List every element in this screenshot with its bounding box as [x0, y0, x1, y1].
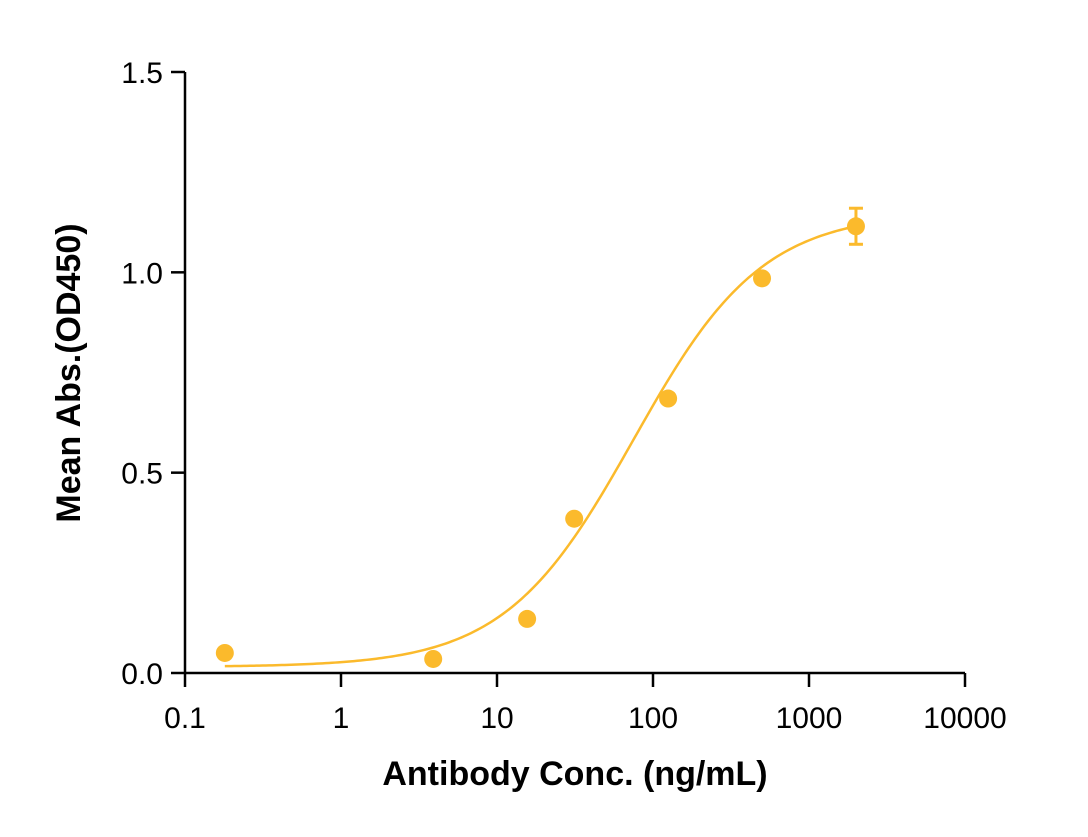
x-tick-label: 1000 — [776, 702, 843, 735]
x-tick-label: 10 — [480, 702, 513, 735]
x-ticks: 0.1 1 10 100 1000 10000 — [164, 673, 1007, 735]
data-points-layer — [215, 206, 865, 668]
data-point — [424, 649, 443, 668]
fit-curve — [224, 225, 857, 668]
y-tick-label: 0.0 — [121, 658, 163, 691]
data-point — [215, 643, 234, 662]
x-tick-label: 0.1 — [164, 702, 206, 735]
y-tick-label: 1.5 — [121, 57, 163, 90]
data-point — [518, 609, 537, 628]
y-tick-label: 0.5 — [121, 458, 163, 491]
data-point — [565, 509, 584, 528]
x-tick-label: 10000 — [923, 702, 1006, 735]
fit-curve-layer — [224, 225, 857, 668]
y-axis-title: Mean Abs.(OD450) — [50, 223, 88, 522]
x-tick-label: 100 — [628, 702, 678, 735]
data-point — [753, 269, 772, 288]
axes — [183, 72, 965, 675]
data-point — [846, 217, 865, 236]
data-point — [659, 389, 678, 408]
x-axis-title: Antibody Conc. (ng/mL) — [382, 755, 767, 793]
y-ticks: 0.0 0.5 1.0 1.5 — [121, 57, 185, 691]
x-tick-label: 1 — [333, 702, 350, 735]
y-tick-label: 1.0 — [121, 257, 163, 290]
